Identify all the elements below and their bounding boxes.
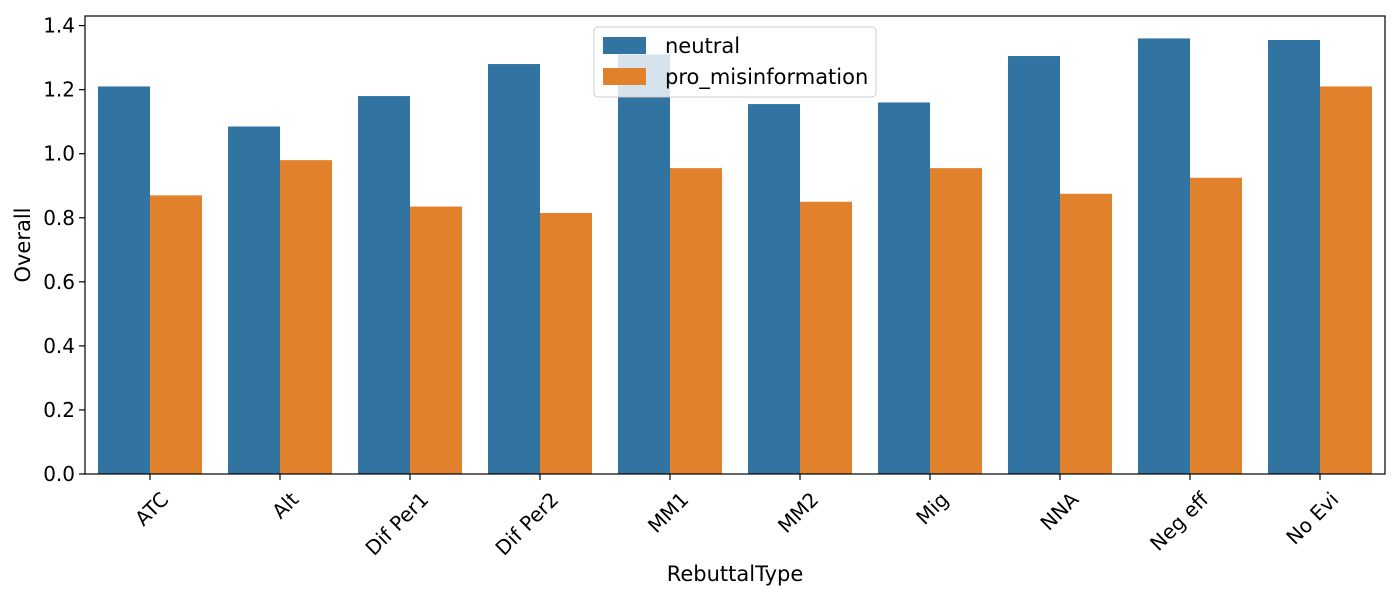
plot-frame (84, 15, 1386, 475)
bar-pro-misinformation-alt (280, 160, 332, 475)
bar-neutral-mig (878, 102, 930, 474)
x-tick-label: No Evi (1281, 487, 1343, 549)
x-tick-label: Alt (267, 487, 303, 523)
legend-swatch-neutral (603, 37, 646, 54)
bars-layer (98, 38, 1372, 475)
x-tick-label: Dif Per2 (490, 487, 563, 560)
x-axis: ATC Alt Dif Per1 Dif Per2 MM1 MM2 Mig NNA Neg ef… (130, 474, 1343, 560)
x-tick-label: ATC (130, 487, 173, 530)
bar-pro-misinformation-no-evi (1320, 86, 1372, 474)
y-tick-label: 1.0 (43, 142, 75, 166)
x-tick-label: Mig (911, 487, 953, 529)
bar-neutral-alt (228, 126, 280, 474)
bar-pro-misinformation-mm2 (800, 201, 852, 474)
legend: neutral pro_misinformation (593, 26, 877, 98)
legend-label-neutral: neutral (665, 34, 740, 58)
bar-neutral-mm2 (748, 104, 800, 475)
y-axis: 0.0 0.2 0.4 0.6 0.8 1.0 1.2 1.4 (43, 14, 85, 486)
y-tick-label: 1.4 (43, 14, 75, 38)
x-tick-label: Neg eff (1145, 486, 1214, 555)
bar-neutral-dif-per2 (488, 64, 540, 474)
y-tick-label: 0.4 (43, 334, 75, 358)
bar-neutral-dif-per1 (358, 96, 410, 474)
bar-neutral-mm1 (618, 54, 670, 475)
bar-pro-misinformation-dif-per2 (540, 212, 592, 474)
x-axis-title: RebuttalType (667, 562, 804, 586)
bar-neutral-no-evi (1268, 40, 1320, 474)
y-tick-label: 1.2 (43, 78, 75, 102)
bar-pro-misinformation-dif-per1 (410, 206, 462, 474)
y-axis-title: Overall (11, 207, 35, 282)
x-tick-label: Dif Per1 (360, 487, 433, 560)
y-tick-label: 0.0 (43, 462, 75, 486)
bar-pro-misinformation-neg-eff (1190, 177, 1242, 474)
x-tick-label: MM1 (643, 487, 693, 537)
bar-pro-misinformation-nna (1060, 193, 1112, 474)
y-tick-label: 0.8 (43, 206, 75, 230)
x-tick-label: NNA (1035, 487, 1083, 535)
bar-pro-misinformation-mm1 (670, 168, 722, 474)
bar-neutral-neg-eff (1138, 38, 1190, 474)
y-tick-label: 0.6 (43, 270, 75, 294)
legend-label-pro-misinformation: pro_misinformation (665, 65, 868, 90)
bar-neutral-atc (98, 86, 150, 474)
bar-neutral-nna (1008, 56, 1060, 474)
bar-pro-misinformation-atc (150, 195, 202, 475)
x-tick-label: MM2 (773, 487, 823, 537)
y-tick-label: 0.2 (43, 398, 75, 422)
bar-pro-misinformation-mig (930, 168, 982, 474)
legend-box (593, 26, 877, 98)
legend-swatch-pro-misinformation (603, 68, 646, 85)
